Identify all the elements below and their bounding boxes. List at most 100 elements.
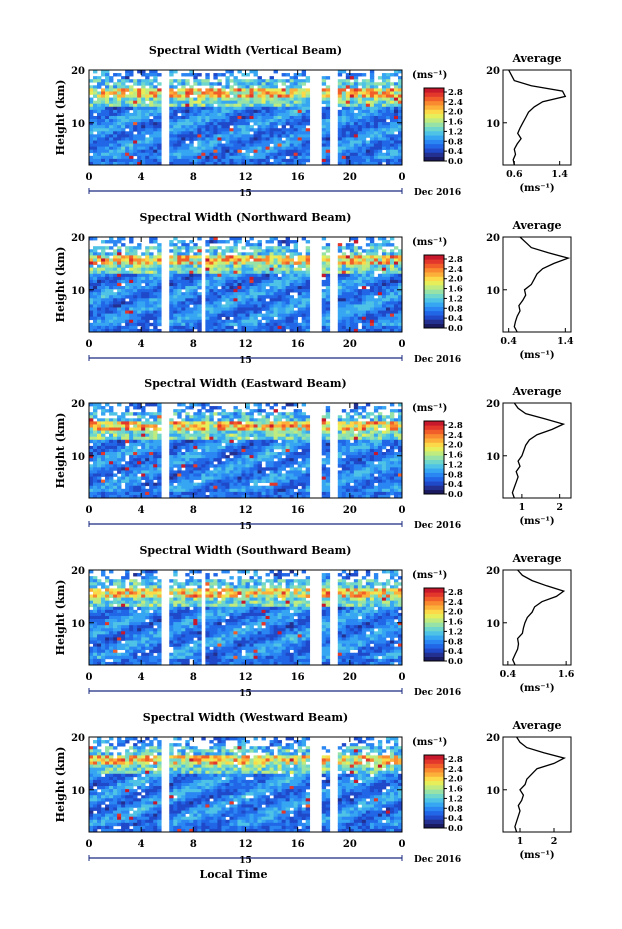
heatmap-cell bbox=[109, 240, 114, 244]
heatmap-cell bbox=[145, 328, 150, 333]
heatmap-cell bbox=[385, 328, 391, 333]
heatmap-cell bbox=[281, 122, 286, 126]
heatmap-cell bbox=[249, 103, 254, 108]
heatmap-cell bbox=[153, 455, 158, 459]
heatmap-cell bbox=[293, 267, 299, 272]
heatmap-cell bbox=[157, 146, 162, 151]
heatmap-cell bbox=[101, 161, 106, 166]
heatmap-cell bbox=[137, 452, 142, 456]
heatmap-cell bbox=[109, 109, 114, 114]
heatmap-cell bbox=[377, 267, 383, 272]
heatmap-cell bbox=[189, 292, 194, 296]
heatmap-cell bbox=[145, 488, 150, 493]
heatmap-cell bbox=[265, 94, 270, 98]
heatmap-cell bbox=[381, 279, 387, 284]
heatmap-cell bbox=[177, 445, 182, 450]
heatmap-cell bbox=[97, 143, 102, 147]
heatmap-cell bbox=[245, 276, 250, 281]
heatmap-cell bbox=[189, 146, 194, 151]
heatmap-cell bbox=[169, 295, 174, 299]
heatmap-cell bbox=[289, 112, 294, 117]
heatmap-cell bbox=[269, 161, 274, 166]
heatmap-cell bbox=[225, 267, 230, 272]
heatmap-cell bbox=[169, 73, 174, 77]
heatmap-cell bbox=[205, 140, 210, 144]
heatmap-cell bbox=[101, 279, 106, 284]
heatmap-cell bbox=[285, 270, 290, 275]
heatmap-cell bbox=[129, 418, 134, 422]
heatmap-cell bbox=[345, 270, 351, 275]
heatmap-cell bbox=[209, 430, 214, 434]
heatmap-cell bbox=[253, 252, 258, 256]
heatmap-cell bbox=[113, 264, 118, 268]
heatmap-cell bbox=[133, 436, 138, 441]
heatmap-cell bbox=[373, 106, 379, 111]
heatmap-cell bbox=[193, 119, 198, 123]
heatmap-cell bbox=[345, 119, 351, 123]
heatmap-cell bbox=[197, 301, 202, 305]
heatmap-cell bbox=[129, 455, 134, 459]
heatmap-cell bbox=[357, 310, 363, 314]
heatmap-cell bbox=[249, 313, 254, 318]
heatmap-cell bbox=[397, 295, 403, 299]
heatmap-cell bbox=[261, 279, 266, 284]
heatmap-cell bbox=[217, 91, 222, 95]
heatmap-cell bbox=[349, 276, 355, 281]
heatmap-cell bbox=[89, 79, 94, 83]
heatmap-cell bbox=[89, 470, 94, 474]
heatmap-cell bbox=[213, 91, 218, 95]
heatmap-cell bbox=[137, 488, 142, 493]
heatmap-cell bbox=[101, 137, 106, 141]
heatmap-cell bbox=[97, 424, 102, 428]
heatmap-cell bbox=[277, 152, 282, 157]
heatmap-cell bbox=[221, 255, 226, 259]
heatmap-cell bbox=[305, 258, 311, 262]
heatmap-cell bbox=[385, 279, 391, 284]
heatmap-cell bbox=[169, 115, 174, 120]
heatmap-cell bbox=[133, 491, 138, 496]
heatmap-cell bbox=[281, 292, 286, 296]
heatmap-cell bbox=[325, 122, 331, 126]
heatmap-cell bbox=[133, 461, 138, 465]
heatmap-cell bbox=[173, 264, 178, 268]
heatmap-cell bbox=[229, 282, 234, 287]
heatmap-cell bbox=[365, 82, 371, 86]
heatmap-cell bbox=[177, 161, 182, 166]
heatmap-cell bbox=[361, 155, 367, 160]
heatmap-cell bbox=[293, 134, 299, 138]
heatmap-cell bbox=[197, 161, 202, 166]
heatmap-cell bbox=[141, 412, 146, 416]
heatmap-cell bbox=[121, 109, 126, 114]
heatmap-cell bbox=[193, 270, 198, 275]
heatmap-cell bbox=[93, 482, 98, 487]
heatmap-cell bbox=[353, 255, 359, 259]
heatmap-cell bbox=[245, 115, 250, 120]
heatmap-cell bbox=[269, 267, 274, 272]
heatmap-cell bbox=[185, 103, 190, 108]
heatmap-cell bbox=[253, 322, 258, 327]
heatmap-cell bbox=[213, 128, 218, 132]
heatmap-cell bbox=[241, 319, 246, 324]
heatmap-cell bbox=[121, 439, 126, 444]
heatmap-cell bbox=[181, 276, 186, 281]
heatmap-cell bbox=[281, 91, 286, 95]
heatmap-cell bbox=[289, 289, 294, 293]
heatmap-cell bbox=[93, 301, 98, 305]
heatmap-cell bbox=[149, 491, 154, 496]
heatmap-cell bbox=[125, 424, 130, 428]
heatmap-cell bbox=[173, 433, 178, 438]
heatmap-cell bbox=[365, 301, 371, 305]
heatmap-cell bbox=[249, 289, 254, 293]
heatmap-cell bbox=[101, 430, 106, 434]
profile-frame bbox=[502, 69, 572, 166]
heatmap-cell bbox=[177, 134, 182, 138]
heatmap-cell bbox=[361, 79, 367, 83]
heatmap-cell bbox=[105, 149, 110, 154]
heatmap-cell bbox=[117, 403, 122, 407]
heatmap-cell bbox=[373, 313, 379, 318]
heatmap-cell bbox=[157, 316, 162, 321]
heatmap-cell bbox=[201, 452, 206, 456]
heatmap-cell bbox=[197, 415, 202, 419]
heatmap-cell bbox=[345, 295, 351, 299]
heatmap-cell bbox=[389, 109, 395, 114]
